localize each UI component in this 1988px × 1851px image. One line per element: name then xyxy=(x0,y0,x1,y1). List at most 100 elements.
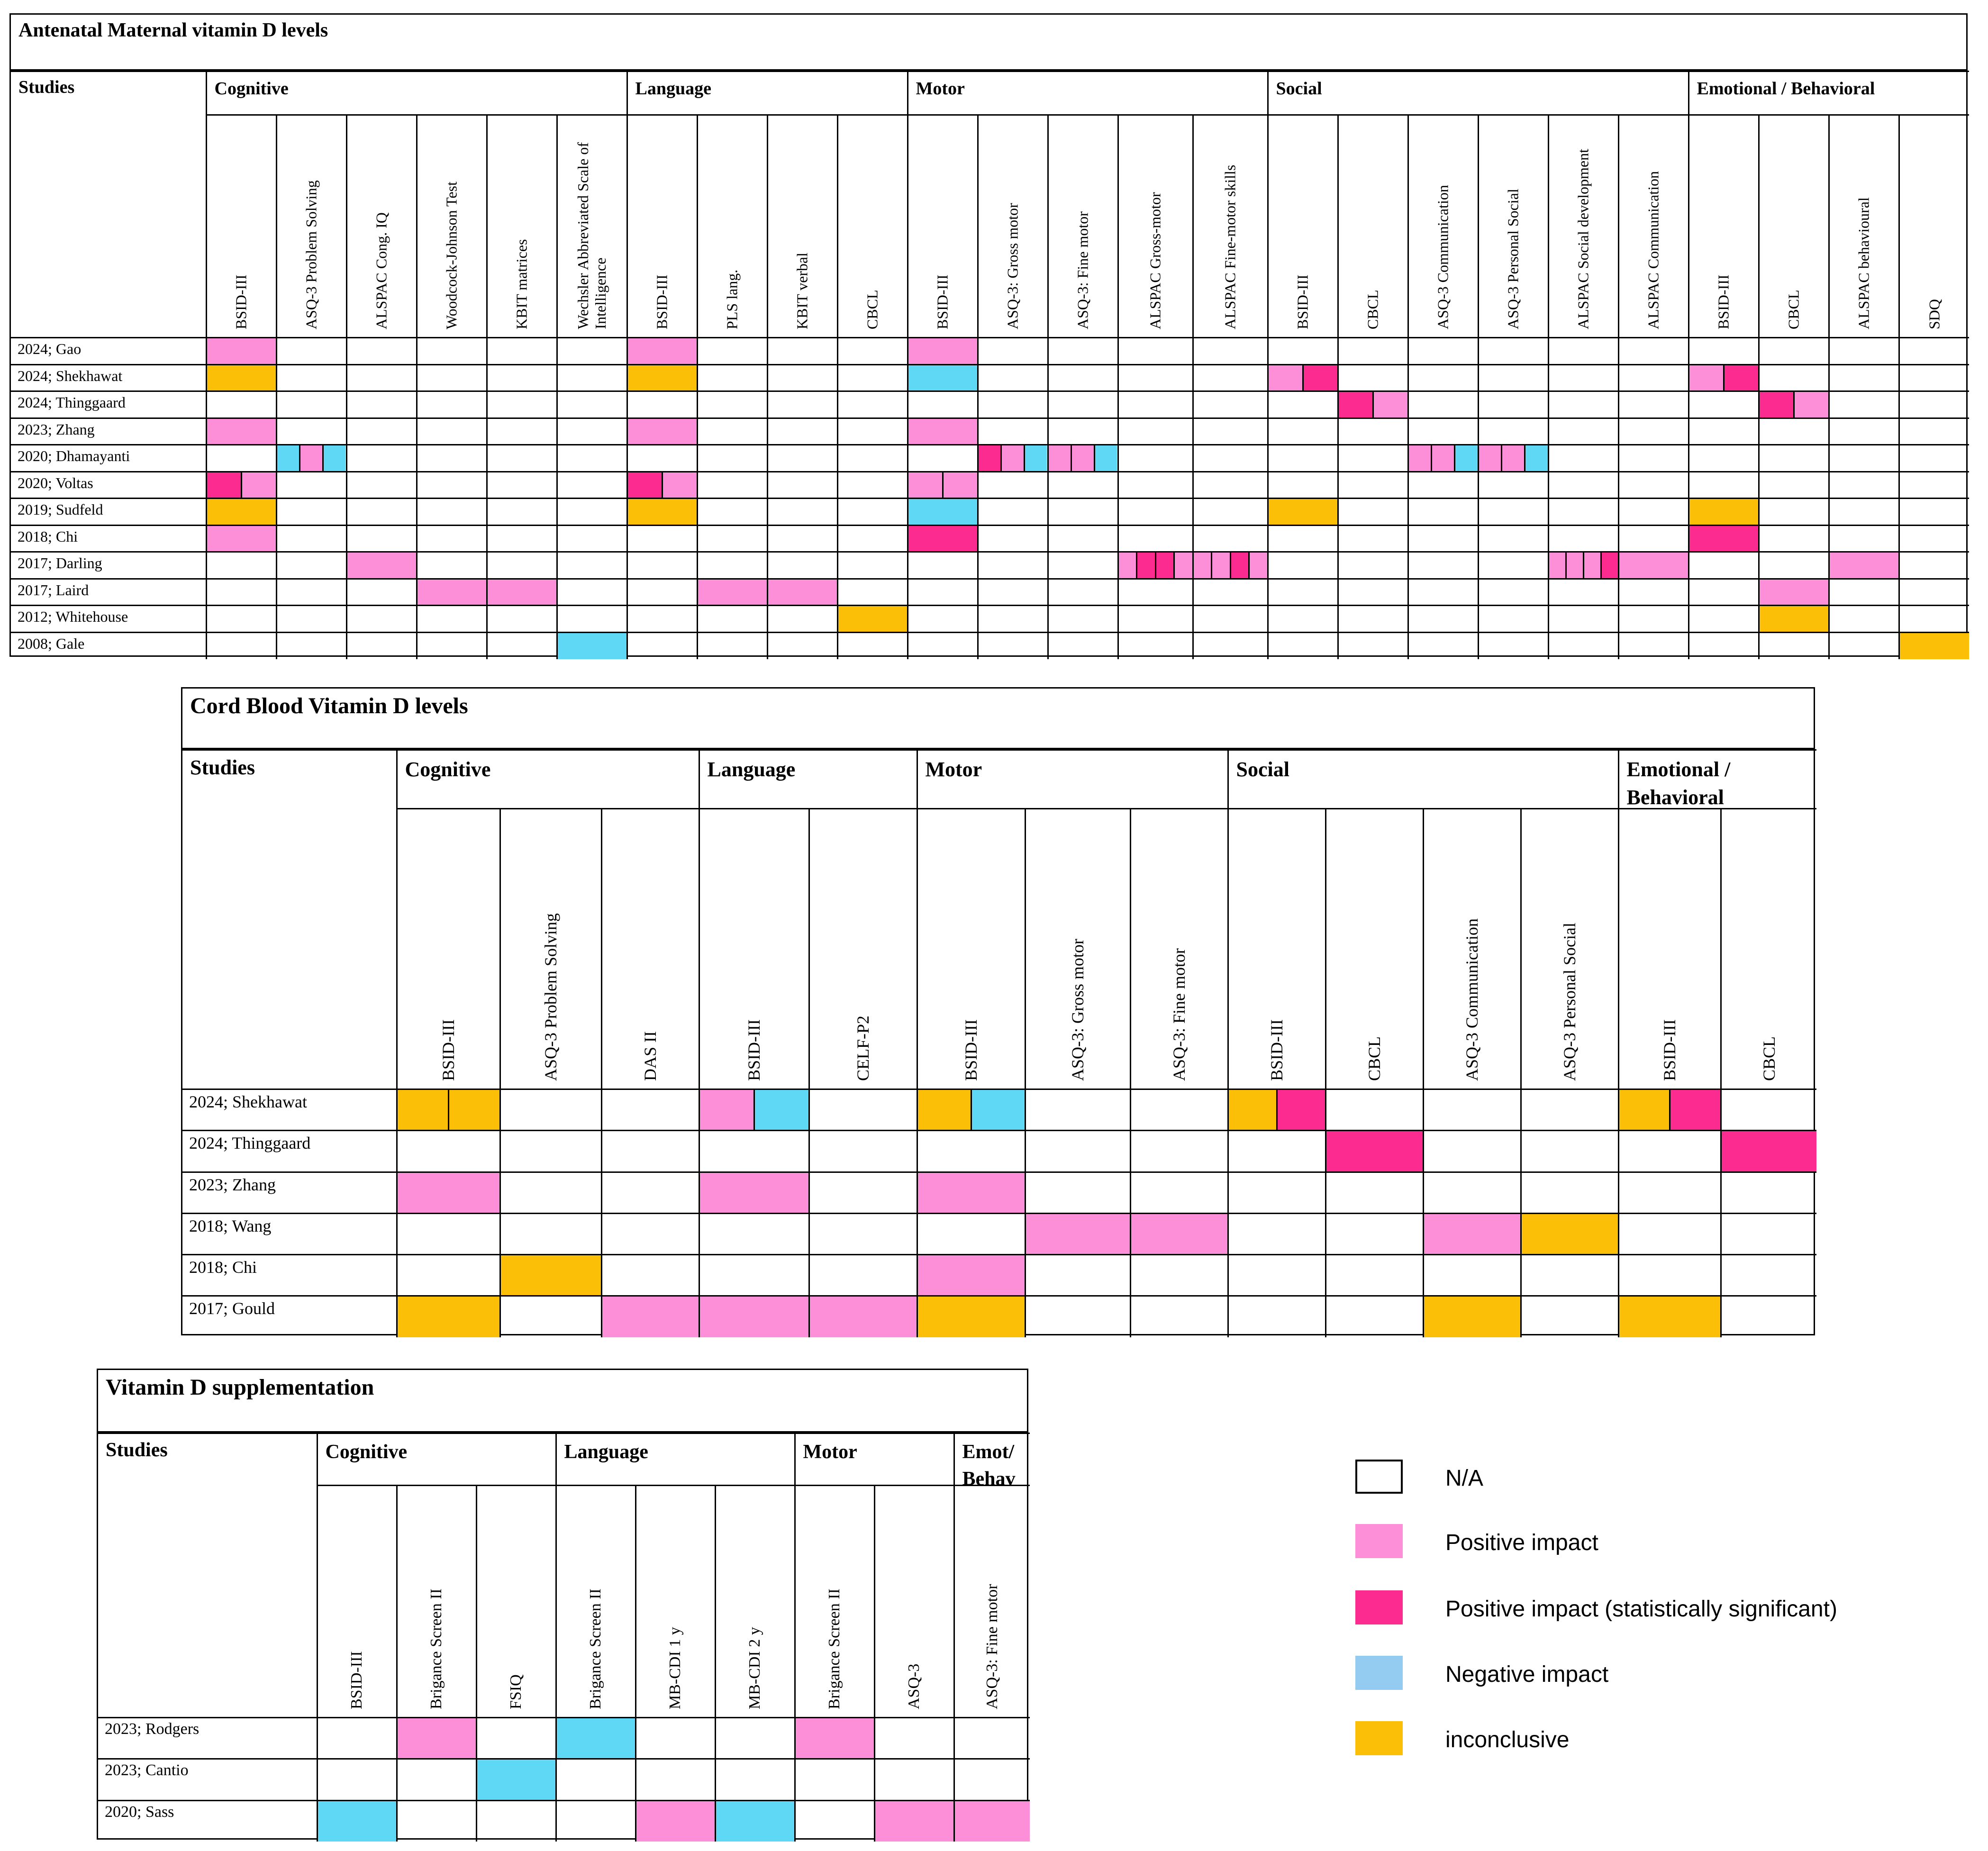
result-cell xyxy=(1828,337,1900,365)
column-label: MB-CDI 2 y xyxy=(746,1627,763,1709)
result-cell xyxy=(1267,498,1339,526)
result-segment xyxy=(1669,1090,1720,1130)
result-cell xyxy=(714,1716,796,1760)
result-cell xyxy=(1117,471,1194,499)
result-cell xyxy=(907,631,979,659)
result-cell xyxy=(766,498,838,526)
table-row: 2023; Rodgers xyxy=(98,1716,1030,1760)
result-cell xyxy=(836,578,908,606)
result-segment xyxy=(1582,553,1600,578)
result-cell xyxy=(1117,631,1194,659)
result-cell xyxy=(556,337,628,365)
column-header-bsid-iii: BSID-III xyxy=(916,808,1026,1090)
legend-label-negative: Negative impact xyxy=(1445,1662,1609,1687)
result-cell xyxy=(907,363,979,392)
result-segment xyxy=(277,445,299,471)
result-cell xyxy=(696,390,768,419)
column-header-bsid-iii: BSID-III xyxy=(206,114,277,338)
result-cell xyxy=(600,1171,700,1214)
result-cell xyxy=(396,1130,501,1173)
result-cell xyxy=(1129,1130,1229,1173)
result-cell xyxy=(1337,551,1409,580)
results-table: Studies Cognitive Language Motor Social Emoti… xyxy=(11,71,1970,659)
result-cell xyxy=(486,631,558,659)
column-header-asq-3-gross-motor: ASQ-3: Gross motor xyxy=(1024,808,1131,1090)
result-cell xyxy=(1758,471,1830,499)
result-cell xyxy=(1227,1171,1326,1214)
group-header-cognitive: Cognitive xyxy=(205,71,628,116)
study-name: 2017; Darling xyxy=(18,554,102,572)
result-cell xyxy=(1267,631,1339,659)
study-name: 2020; Voltas xyxy=(18,474,93,491)
result-cell xyxy=(486,498,558,526)
column-label: BSID-III xyxy=(1715,274,1732,329)
table-row: 2012; Whitehouse xyxy=(11,605,1970,633)
result-cell xyxy=(1828,551,1900,580)
result-cell xyxy=(1267,551,1339,580)
result-cell xyxy=(1617,417,1689,445)
column-label: ASQ-3 Communication xyxy=(1462,918,1481,1081)
result-cell xyxy=(714,1799,796,1842)
column-header-alspac-behavioural: ALSPAC behavioural xyxy=(1828,114,1900,338)
result-cell xyxy=(808,1130,918,1173)
table-row: 2020; Sass xyxy=(98,1799,1030,1842)
result-cell xyxy=(1192,631,1269,659)
result-cell xyxy=(1227,1212,1326,1256)
result-cell xyxy=(1407,605,1479,633)
result-cell xyxy=(1758,390,1830,419)
column-header-asq-3-fine-motor: ASQ-3: Fine motor xyxy=(1047,114,1119,338)
result-cell xyxy=(977,551,1049,580)
study-cell: 2012; Whitehouse xyxy=(11,605,207,633)
result-segment xyxy=(1173,553,1192,578)
column-label: BSID-III xyxy=(744,1019,763,1081)
table-row: 2024; Shekhawat xyxy=(182,1088,1816,1132)
result-cell xyxy=(396,1799,477,1842)
result-segment xyxy=(1793,392,1828,417)
column-label: ASQ-3 Personal Social xyxy=(1560,923,1579,1081)
result-cell xyxy=(1267,524,1339,553)
group-header-row: Studies Cognitive Language Motor Social Emoti… xyxy=(182,749,1816,1090)
result-cell xyxy=(1720,1295,1816,1338)
result-cell xyxy=(1617,444,1689,472)
result-cell xyxy=(1024,1295,1131,1338)
result-cell xyxy=(1688,551,1760,580)
result-cell xyxy=(836,524,908,553)
result-cell xyxy=(1047,390,1119,419)
result-cell xyxy=(1422,1130,1522,1173)
study-name: 2008; Gale xyxy=(18,635,85,652)
result-cell xyxy=(836,605,908,633)
column-label: CBCL xyxy=(1785,290,1802,329)
group-label: Emotional / Behavioral xyxy=(1697,79,1875,99)
result-cell xyxy=(1117,363,1194,392)
studies-header: Studies xyxy=(11,71,207,338)
result-cell xyxy=(626,524,698,553)
column-header-mb-cdi-1-y: MB-CDI 1 y xyxy=(635,1485,716,1718)
result-cell xyxy=(1617,551,1689,580)
result-cell xyxy=(698,1130,810,1173)
result-cell xyxy=(794,1799,875,1842)
result-cell xyxy=(416,498,488,526)
result-cell xyxy=(1688,417,1760,445)
result-cell xyxy=(977,337,1049,365)
legend-swatch-positive xyxy=(1355,1524,1403,1558)
result-cell xyxy=(696,337,768,365)
result-cell xyxy=(275,390,347,419)
result-cell xyxy=(1422,1254,1522,1297)
result-cell xyxy=(1688,524,1760,553)
result-cell xyxy=(1477,390,1549,419)
result-cell xyxy=(1758,524,1830,553)
result-cell xyxy=(1267,363,1339,392)
study-name: 2020; Sass xyxy=(105,1803,174,1821)
result-cell xyxy=(1407,337,1479,365)
result-cell xyxy=(1477,498,1549,526)
column-header-asq-3-gross-motor: ASQ-3: Gross motor xyxy=(977,114,1049,338)
result-cell xyxy=(766,417,838,445)
result-segment xyxy=(322,445,346,471)
result-segment xyxy=(1565,553,1583,578)
result-cell xyxy=(1688,337,1760,365)
result-cell xyxy=(698,1171,810,1214)
study-cell: 2024; Shekhawat xyxy=(11,363,207,392)
result-segment xyxy=(942,472,977,498)
result-cell xyxy=(345,498,418,526)
result-cell xyxy=(345,605,418,633)
